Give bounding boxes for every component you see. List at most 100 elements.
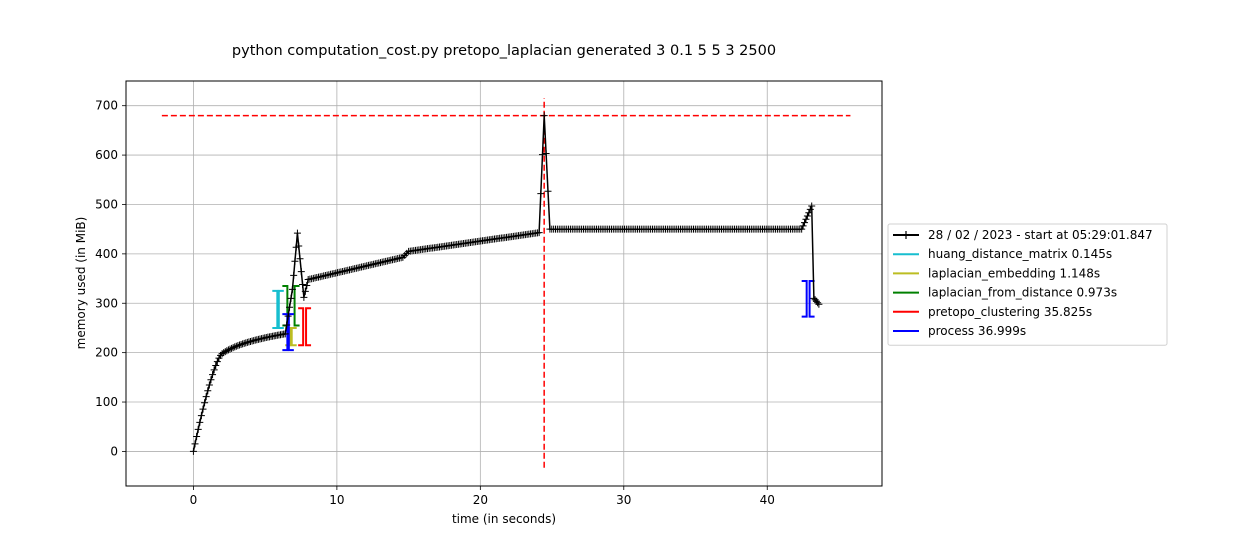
legend-label: 28 / 02 / 2023 - start at 05:29:01.847 [928, 228, 1153, 242]
function-bracket [272, 289, 284, 329]
memory-point [538, 151, 546, 159]
bracket-start [272, 289, 279, 329]
x-tick-label: 40 [760, 493, 775, 507]
y-tick-label: 400 [95, 247, 118, 261]
legend-item: huang_distance_matrix 0.145s [893, 247, 1112, 261]
memory-point [284, 312, 292, 320]
memory-point [288, 285, 296, 293]
memory-point [197, 412, 205, 420]
memory-point [815, 300, 823, 308]
memory-point [194, 425, 202, 433]
memory-point [300, 293, 308, 301]
y-tick-label: 500 [95, 197, 118, 211]
memory-point [544, 187, 552, 195]
memory-point [802, 215, 810, 223]
bracket-start [282, 313, 289, 352]
plot-frame [125, 80, 883, 487]
x-axis-label: time (in seconds) [452, 512, 556, 526]
legend-item: 28 / 02 / 2023 - start at 05:29:01.847 [893, 228, 1153, 242]
memory-point [234, 342, 242, 350]
bracket-end [305, 307, 312, 347]
memory-point [808, 202, 816, 210]
bracket-start [298, 307, 305, 347]
memory-point [291, 257, 299, 265]
memory-markers [189, 112, 823, 455]
memory-point [303, 281, 311, 289]
memory-point [798, 225, 806, 233]
memory-point [229, 344, 237, 352]
memory-point [295, 242, 303, 250]
memory-point [232, 342, 240, 350]
bracket-end [293, 284, 300, 327]
function-bracket [282, 313, 294, 352]
bracket-start [801, 280, 808, 318]
memory-point [191, 440, 199, 448]
memory-point [801, 219, 809, 227]
memory-point [235, 341, 243, 349]
memory-point [281, 330, 289, 338]
memory-point [240, 339, 248, 347]
peak-lines [161, 98, 851, 468]
legend-label: laplacian_from_distance 0.973s [928, 286, 1117, 300]
memory-line [192, 115, 820, 452]
memory-point [799, 222, 807, 230]
grid-lines [126, 81, 882, 486]
memory-point [286, 303, 294, 311]
memory-point [204, 387, 212, 395]
memory-point [193, 433, 201, 441]
memory-point [540, 112, 548, 120]
y-tick-label: 200 [95, 346, 118, 360]
memory-point [806, 205, 814, 213]
function-bracket [282, 284, 300, 327]
memory-point [535, 229, 543, 237]
memory-point [228, 344, 236, 352]
memory-point [205, 381, 213, 389]
memory-point [209, 371, 217, 379]
memory-point [201, 399, 209, 407]
memory-point [299, 280, 307, 288]
x-tick-label: 10 [329, 493, 344, 507]
memory-point [196, 418, 204, 426]
memory-point [207, 376, 215, 384]
memory-point [805, 209, 813, 217]
x-axis-ticks: 0 10 20 30 40 [190, 486, 775, 507]
legend-item: pretopo_clustering 35.825s [893, 305, 1092, 319]
y-tick-label: 300 [95, 296, 118, 310]
memory-point [231, 343, 239, 351]
legend-item: laplacian_from_distance 0.973s [893, 286, 1117, 300]
memory-point [237, 340, 245, 348]
y-axis-label: memory used (in MiB) [74, 217, 88, 350]
y-tick-label: 600 [95, 148, 118, 162]
memory-point [290, 271, 298, 279]
x-tick-label: 30 [616, 493, 631, 507]
function-bracket [801, 280, 815, 318]
memory-point [293, 229, 301, 237]
memory-point [189, 447, 197, 455]
memory-point [296, 255, 304, 263]
bracket-end [277, 289, 284, 329]
memory-point [224, 346, 232, 354]
legend-item: process 36.999s [893, 324, 1026, 338]
memory-point [537, 190, 545, 198]
memory-point [213, 358, 221, 366]
chart-title: python computation_cost.py pretopo_lapla… [232, 43, 776, 59]
y-axis-ticks: 0 100 200 300 400 500 600 700 [95, 99, 126, 458]
memory-point [199, 405, 207, 413]
memory-point [202, 393, 210, 401]
y-tick-label: 700 [95, 99, 118, 113]
memory-series [189, 112, 823, 455]
memory-point [814, 299, 822, 307]
legend-item: laplacian_embedding 1.148s [893, 266, 1100, 280]
memory-point [542, 149, 550, 157]
y-tick-label: 0 [110, 444, 118, 458]
legend-label: huang_distance_matrix 0.145s [928, 247, 1112, 261]
memory-point [221, 348, 229, 356]
legend-label: laplacian_embedding 1.148s [928, 266, 1100, 280]
x-tick-label: 20 [473, 493, 488, 507]
memory-point [803, 212, 811, 220]
bracket-end [287, 313, 294, 352]
memory-point [210, 366, 218, 374]
memory-point [212, 362, 220, 370]
legend: 28 / 02 / 2023 - start at 05:29:01.847 hu… [887, 223, 1168, 346]
